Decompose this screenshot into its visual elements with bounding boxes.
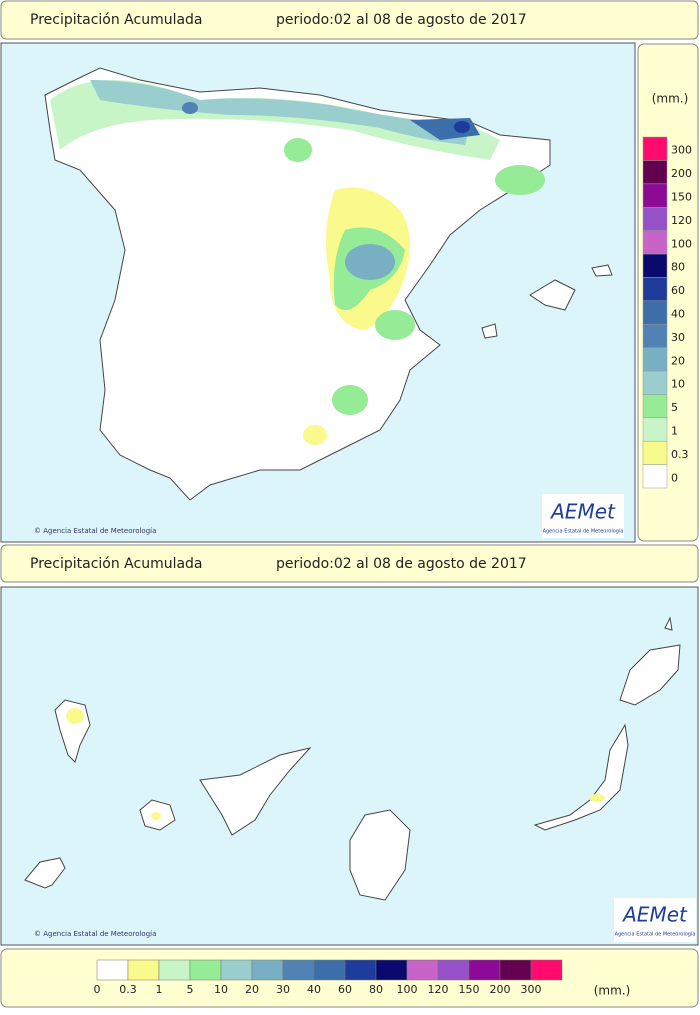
precip-area [66,708,84,724]
legend-swatch [642,464,668,489]
legend-label: 30 [671,331,685,344]
legend-swatch [127,959,160,981]
legend-swatch [468,959,501,981]
legend-label: 0.3 [671,448,689,461]
legend-label: 60 [338,983,352,996]
legend-swatch [642,347,668,372]
legend-label: 0 [94,983,101,996]
header-box [0,544,699,583]
legend-swatch [642,206,668,231]
legend-vertical: 0 0.3 1 5 10 20 30 40 60 80 100 120 150 200 300 [642,136,692,489]
legend-swatch [642,183,668,208]
legend-swatch [642,136,668,161]
precip-area [589,794,605,802]
header-title: Precipitación Acumulada [30,12,203,28]
legend-swatch [375,959,408,981]
legend-label: 150 [671,191,692,204]
legend-swatch [437,959,470,981]
legend-unit: (mm.) [594,984,631,998]
map-credit: © Agencia Estatal de Meteorología [34,930,156,938]
header-title: Precipitación Acumulada [30,556,203,572]
legend-label: 100 [671,237,692,250]
legend-swatch [642,440,668,465]
logo: AEMet [549,500,616,524]
legend-label: 100 [397,983,418,996]
legend-swatch [189,959,222,981]
peninsula [44,67,613,501]
legend-swatch [642,370,668,395]
logo-box [614,898,696,942]
precip-area [151,812,161,820]
legend-swatch [642,300,668,325]
legend-label: 20 [245,983,259,996]
legend-swatch [96,959,129,981]
legend-swatch [642,160,668,185]
legend-swatch [220,959,253,981]
logo-subtitle: Agencia Estatal de Meteorología [543,528,624,535]
legend-label: 0 [671,471,678,484]
legend-label: 120 [428,983,449,996]
legend-label: 150 [459,983,480,996]
legend-swatch [313,959,346,981]
legend-swatch [642,323,668,348]
legend-label: 30 [276,983,290,996]
legend-label: 80 [369,983,383,996]
header-period: periodo:02 al 08 de agosto de 2017 [276,556,527,572]
legend-label: 1 [156,983,163,996]
legend-horizontal: 0 0.3 1 5 10 20 30 40 60 80 100 120 150 200 300 [94,959,563,996]
logo-subtitle: Agencia Estatal de Meteorología [615,931,696,938]
legend-swatch [642,417,668,442]
header-period: periodo:02 al 08 de agosto de 2017 [276,12,527,28]
legend-label: 200 [490,983,511,996]
legend-label: 40 [307,983,321,996]
legend-label: 1 [671,425,678,438]
legend-swatch [158,959,191,981]
legend-unit: (mm.) [652,92,689,106]
legend-label: 60 [671,284,685,297]
legend-swatch [251,959,284,981]
legend-label: 80 [671,261,685,274]
legend-swatch [642,394,668,419]
legend-label: 300 [521,983,542,996]
legend-swatch [642,277,668,302]
map-panel [0,586,699,946]
legend-label: 0.3 [119,983,137,996]
legend-swatch [642,230,668,255]
legend-swatch [642,253,668,278]
logo: AEMet [621,903,688,927]
legend-swatch [344,959,377,981]
legend-label: 5 [187,983,194,996]
legend-label: 20 [671,354,685,367]
legend-label: 10 [671,378,685,391]
map-credit: © Agencia Estatal de Meteorología [34,527,156,535]
legend-swatch [406,959,439,981]
legend-label: 120 [671,214,692,227]
legend-label: 10 [214,983,228,996]
header-box [0,0,699,40]
legend-swatch [530,959,563,981]
legend-swatch [282,959,315,981]
legend-label: 200 [671,167,692,180]
logo-box [542,494,624,538]
legend-swatch [499,959,532,981]
legend-label: 5 [671,401,678,414]
legend-label: 300 [671,144,692,157]
legend-label: 40 [671,308,685,321]
